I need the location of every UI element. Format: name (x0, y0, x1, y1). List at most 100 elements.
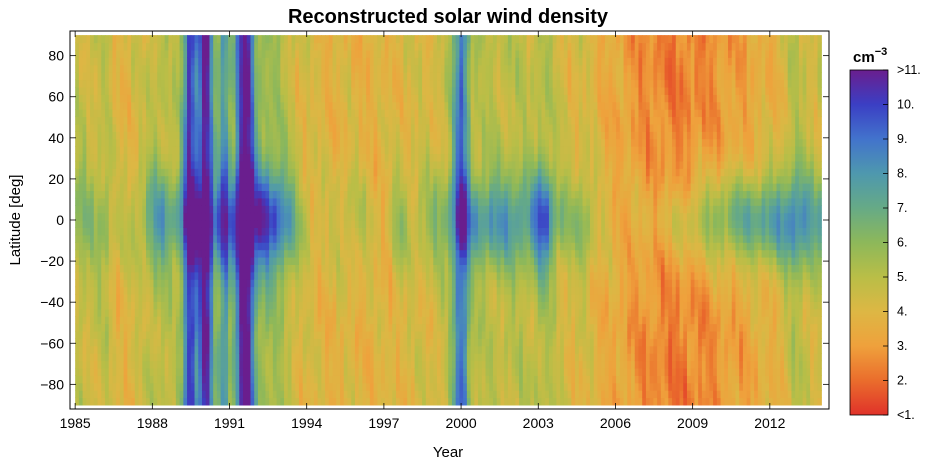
heatmap-cell (295, 308, 300, 317)
heatmap-cell (302, 35, 308, 44)
heatmap-cell (108, 271, 114, 280)
heatmap-cell (224, 308, 229, 317)
heatmap-cell (440, 72, 446, 81)
heatmap-cell (134, 220, 140, 228)
heatmap-cell (153, 72, 158, 81)
heatmap-cell (235, 249, 240, 258)
heatmap-cell (239, 183, 244, 192)
heatmap-cell (187, 234, 192, 243)
heatmap-cell (399, 168, 405, 177)
heatmap-cell (306, 212, 311, 221)
heatmap-cell (295, 146, 300, 155)
heatmap-cell (216, 271, 222, 280)
heatmap-cell (369, 227, 375, 236)
heatmap-cell (164, 293, 170, 302)
heatmap-cell (201, 316, 207, 325)
heatmap-cell (205, 49, 211, 58)
heatmap-cell (127, 109, 132, 118)
heatmap-cell (284, 183, 289, 192)
heatmap-cell (138, 330, 143, 339)
heatmap-cell (179, 308, 184, 317)
heatmap-cell (149, 330, 155, 339)
heatmap-cell (194, 212, 199, 221)
heatmap-cell (410, 308, 416, 317)
heatmap-cell (220, 116, 225, 125)
heatmap-cell (112, 101, 117, 110)
heatmap-cell (201, 160, 207, 169)
heatmap-cell (261, 57, 267, 66)
heatmap-cell (194, 168, 199, 177)
heatmap-cell (298, 109, 304, 118)
heatmap-cell (321, 316, 326, 325)
heatmap-cell (153, 353, 158, 362)
heatmap-cell (168, 249, 173, 258)
heatmap-cell (310, 153, 315, 162)
heatmap-cell (90, 271, 95, 280)
heatmap-cell (362, 101, 367, 110)
heatmap-cell (437, 79, 442, 88)
heatmap-cell (351, 79, 356, 88)
heatmap-cell (369, 279, 375, 288)
heatmap-cell (142, 205, 147, 214)
heatmap-cell (205, 323, 211, 332)
heatmap-cell (310, 79, 315, 88)
heatmap-cell (231, 293, 237, 302)
heatmap-cell (146, 308, 151, 317)
heatmap-cell (343, 64, 349, 73)
heatmap-cell (343, 338, 349, 347)
heatmap-cell (317, 35, 322, 44)
heatmap-cell (358, 175, 364, 184)
heatmap-cell (272, 116, 278, 125)
heatmap-cell (261, 227, 267, 236)
heatmap-cell (287, 338, 293, 347)
heatmap-cell (291, 345, 296, 354)
heatmap-cell (366, 35, 371, 44)
heatmap-cell (175, 190, 181, 199)
heatmap-cell (213, 212, 218, 221)
heatmap-cell (235, 109, 240, 118)
heatmap-cell (440, 397, 446, 406)
heatmap-cell (395, 57, 401, 66)
heatmap-cell (429, 86, 434, 95)
heatmap-cell (172, 146, 177, 155)
heatmap-cell (243, 375, 248, 384)
heatmap-cell (108, 109, 114, 118)
heatmap-cell (418, 79, 423, 88)
heatmap-cell (187, 308, 192, 317)
heatmap-cell (358, 212, 364, 221)
heatmap-cell (134, 301, 140, 310)
heatmap-cell (265, 212, 270, 221)
heatmap-cell (157, 382, 162, 391)
heatmap-cell (291, 94, 296, 103)
heatmap-cell (257, 57, 263, 66)
heatmap-cell (425, 279, 431, 288)
heatmap-cell (75, 375, 80, 384)
heatmap-cell (433, 190, 438, 199)
heatmap-cell (261, 360, 267, 369)
heatmap-cell (272, 153, 278, 162)
heatmap-cell (306, 323, 311, 332)
heatmap-cell (328, 146, 334, 155)
heatmap-cell (127, 86, 132, 95)
heatmap-cell (164, 101, 170, 110)
heatmap-cell (138, 367, 143, 376)
heatmap-cell (418, 49, 423, 58)
heatmap-cell (187, 271, 192, 280)
heatmap-cell (160, 79, 166, 88)
heatmap-cell (399, 49, 405, 58)
heatmap-cell (433, 205, 438, 214)
heatmap-cell (239, 101, 244, 110)
heatmap-cell (157, 86, 162, 95)
heatmap-cell (160, 101, 166, 110)
heatmap-cell (146, 286, 151, 295)
heatmap-cell (425, 271, 431, 280)
heatmap-cell (138, 382, 143, 391)
heatmap-cell (172, 109, 177, 118)
heatmap-cell (313, 35, 319, 44)
heatmap-cell (343, 168, 349, 177)
heatmap-cell (310, 249, 315, 258)
heatmap-cell (306, 279, 311, 288)
heatmap-cell (384, 330, 390, 339)
heatmap-cell (313, 183, 319, 192)
heatmap-cell (269, 234, 274, 243)
